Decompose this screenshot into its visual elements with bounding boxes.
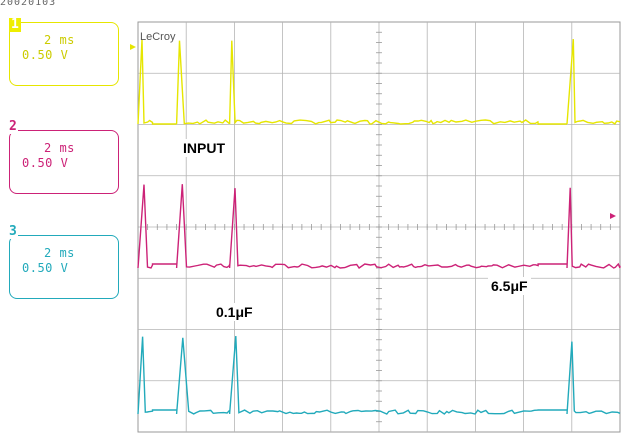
channel-3-volts-per-div: 0.50 V — [22, 261, 69, 275]
channel-2-box[interactable]: 2 2 ms 0.50 V — [8, 120, 119, 194]
channel-1-volts-per-div: 0.50 V — [22, 48, 69, 62]
channel-2-marker-icon — [610, 213, 616, 219]
waveform-trace-1 — [137, 39, 621, 125]
channel-1-number: 1 — [9, 17, 21, 32]
channel-1-box[interactable]: 1 2 ms 0.50 V — [9, 18, 119, 86]
channel-3-number: 3 — [8, 224, 18, 239]
capacitor-6-5uf-label: 6.5μF — [488, 277, 531, 295]
capacitor-0-1uf-label: 0.1μF — [213, 303, 256, 321]
graticule — [137, 21, 621, 433]
channel-2-volts-per-div: 0.50 V — [22, 156, 69, 170]
waveform-trace-2 — [137, 184, 621, 269]
input-label: INPUT — [180, 139, 228, 157]
waveform-traces — [137, 39, 621, 415]
waveform-trace-3 — [137, 335, 621, 415]
channel-2-timebase: 2 ms — [44, 141, 75, 155]
header-fragment: 20020103 — [0, 0, 57, 7]
channel-3-box[interactable]: 3 2 ms 0.50 V — [8, 225, 119, 299]
scope-brand-logo: LeCroy — [140, 31, 176, 43]
channel-1-marker-icon — [130, 44, 136, 50]
channel-1-timebase: 2 ms — [44, 33, 75, 47]
channel-3-timebase: 2 ms — [44, 246, 75, 260]
channel-2-number: 2 — [8, 119, 18, 134]
